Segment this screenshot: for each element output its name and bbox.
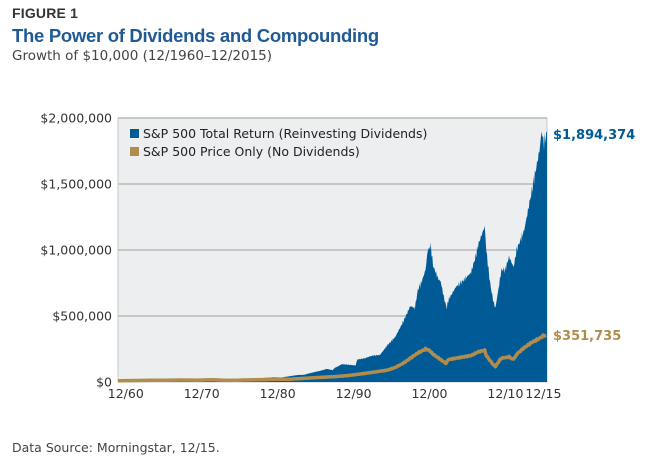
x-tick-label: 12/80 <box>260 386 296 401</box>
end-value-label-price-only: $351,735 <box>553 329 621 344</box>
figure-label: FIGURE 1 <box>12 5 79 21</box>
x-tick-label: 12/00 <box>411 386 447 401</box>
chart-title: The Power of Dividends and Compounding <box>12 25 379 46</box>
x-tick-label: 12/10 <box>487 386 523 401</box>
chart-subtitle: Growth of $10,000 (12/1960–12/2015) <box>12 48 273 64</box>
y-tick-label: $1,000,000 <box>40 243 112 258</box>
end-value-label-total-return: $1,894,374 <box>553 128 635 143</box>
legend-swatch-total-return <box>130 129 139 138</box>
legend: S&P 500 Total Return (Reinvesting Divide… <box>130 126 427 159</box>
series-line-price-only <box>118 333 547 383</box>
x-tick-label: 12/90 <box>336 386 372 401</box>
y-tick-label: $2,000,000 <box>40 111 112 126</box>
legend-label-total-return: S&P 500 Total Return (Reinvesting Divide… <box>143 126 427 141</box>
y-tick-label: $1,500,000 <box>40 177 112 192</box>
data-source-note: Data Source: Morningstar, 12/15. <box>12 440 220 455</box>
series-area-total-return <box>121 131 548 382</box>
x-axis: 12/60 12/70 12/80 12/90 12/00 12/10 12/15 <box>108 386 562 401</box>
y-axis: $0 $500,000 $1,000,000 $1,500,000 $2,000,000 <box>40 111 112 390</box>
x-tick-label: 12/15 <box>525 386 561 401</box>
chart: $0 $500,000 $1,000,000 $1,500,000 $2,000,000… <box>40 111 635 402</box>
legend-label-price-only: S&P 500 Price Only (No Dividends) <box>143 144 360 159</box>
x-tick-label: 12/70 <box>184 386 220 401</box>
y-tick-label: $500,000 <box>52 309 112 324</box>
x-tick-label: 12/60 <box>108 386 144 401</box>
y-tick-label: $0 <box>96 375 112 390</box>
legend-swatch-price-only <box>130 147 139 156</box>
